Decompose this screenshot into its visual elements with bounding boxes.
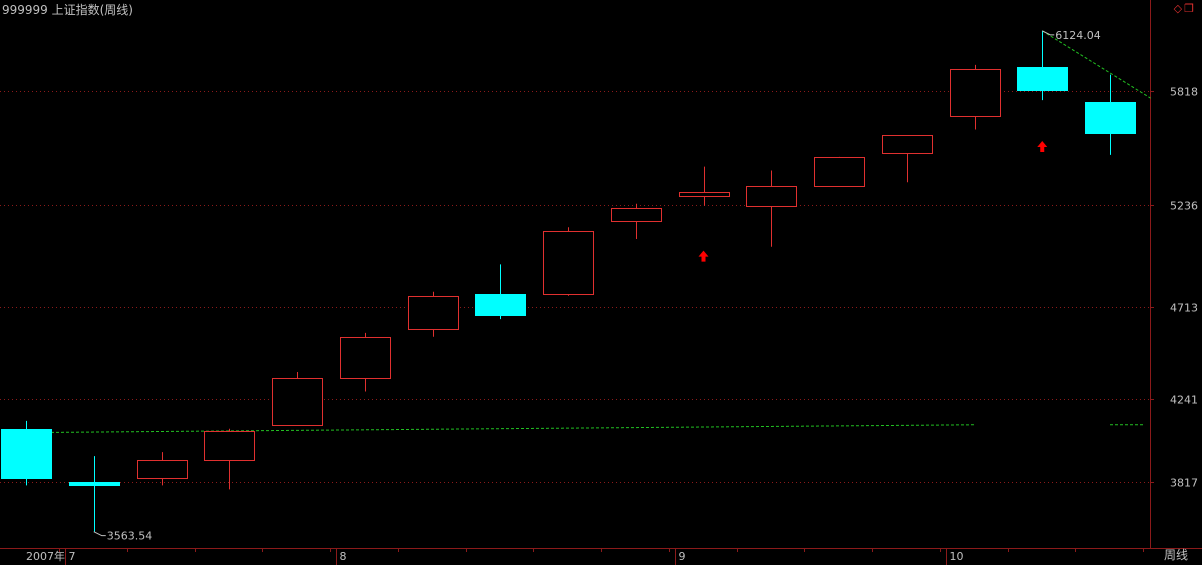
y-tick-label: 5236 [1170, 200, 1198, 213]
candle-body [679, 192, 730, 197]
extreme-pointer [93, 531, 106, 537]
y-tick-label: 4713 [1170, 302, 1198, 315]
candle-body [340, 337, 391, 379]
chart-title: 999999 上证指数(周线) [2, 3, 133, 17]
candle-body [475, 294, 526, 316]
y-tick-label: 4241 [1170, 394, 1198, 407]
candle-body [746, 186, 797, 207]
candle-body [611, 208, 662, 222]
x-tick-label: 10 [950, 550, 964, 563]
y-tick-label: 3817 [1170, 477, 1198, 490]
candle-body [1085, 102, 1136, 134]
candle-body [69, 482, 120, 486]
diamond-icon[interactable]: ◇ [1173, 2, 1185, 15]
candle-body [408, 296, 459, 330]
candle-body [272, 378, 323, 426]
candle-body [1017, 67, 1068, 91]
extreme-value-label: 6124.04 [1055, 29, 1101, 42]
restore-window-icon[interactable]: ❐ [1184, 2, 1196, 15]
candle-body [1, 429, 52, 479]
ma-line [25, 424, 975, 434]
candle-body [204, 431, 255, 461]
candle-body [814, 157, 865, 187]
trend-line [1041, 30, 1151, 99]
candle-body [950, 69, 1001, 117]
x-tick-label: 8 [340, 550, 347, 563]
x-tick-label: 7 [69, 550, 76, 563]
x-tick-label: 9 [679, 550, 686, 563]
candle-body [137, 460, 188, 479]
buy-arrow-icon [1037, 141, 1048, 153]
extreme-value-label: 3563.54 [107, 530, 153, 543]
period-label[interactable]: 周线 [1163, 548, 1188, 562]
y-tick-label: 5818 [1170, 86, 1198, 99]
extreme-pointer [1042, 30, 1055, 36]
x-tick-label: 2007年 [26, 549, 65, 563]
buy-arrow-icon [698, 250, 709, 262]
candle-body [543, 231, 594, 295]
window-controls[interactable]: ◇❐ [1174, 2, 1196, 15]
candle-body [882, 135, 933, 154]
